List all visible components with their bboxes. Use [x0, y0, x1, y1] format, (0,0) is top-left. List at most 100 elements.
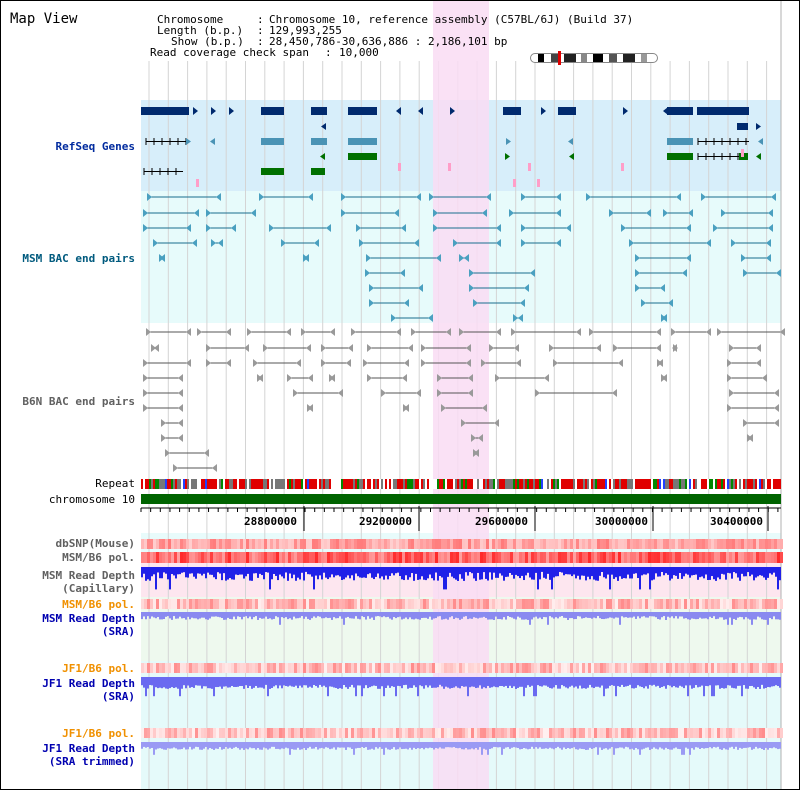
- depth-bar: [211, 742, 213, 749]
- repeat-segment: [141, 479, 143, 489]
- bac-end-marker: [414, 239, 419, 247]
- repeat-segment: [311, 479, 313, 489]
- jf1-pol-label[interactable]: JF1/B6 pol.: [62, 662, 135, 675]
- jf1-depth-sra-label[interactable]: JF1 Read Depth: [42, 677, 135, 690]
- depth-bar: [615, 567, 617, 578]
- depth-bar: [717, 742, 719, 747]
- depth-bar: [433, 677, 435, 688]
- pol-heat-cell: [672, 663, 675, 673]
- depth-bar: [191, 677, 193, 688]
- depth-bar: [775, 742, 777, 749]
- msm-bac-label[interactable]: MSM BAC end pairs: [22, 252, 135, 265]
- depth-bar: [309, 742, 311, 747]
- pol-heat-cell: [735, 663, 738, 673]
- depth-bar: [647, 742, 649, 748]
- pol-heat-cell: [516, 552, 519, 563]
- pol-heat-cell: [495, 599, 498, 609]
- depth-bar: [295, 612, 297, 619]
- depth-bar: [319, 677, 321, 685]
- repeat-segment: [707, 479, 709, 489]
- pol-heat-cell: [159, 599, 162, 609]
- pol-heat-cell: [192, 552, 195, 563]
- refseq-genes-label[interactable]: RefSeq Genes: [55, 140, 135, 153]
- depth-bar: [421, 677, 423, 687]
- depth-bar: [529, 567, 531, 578]
- depth-bar: [295, 677, 297, 686]
- bac-end-marker: [469, 284, 474, 292]
- depth-bar: [733, 612, 735, 619]
- pol-heat-cell: [216, 539, 219, 549]
- pol-heat-cell: [447, 539, 450, 549]
- depth-bar: [437, 742, 439, 749]
- depth-bar: [575, 677, 577, 687]
- b6n-bac-label[interactable]: B6N BAC end pairs: [22, 395, 135, 408]
- depth-bar: [657, 567, 659, 577]
- depth-bar: [205, 677, 207, 687]
- jf1-depth-trimmed-label[interactable]: JF1 Read Depth: [42, 742, 135, 755]
- pol-heat-cell: [450, 663, 453, 673]
- msm-pol-2-label[interactable]: MSM/B6 pol.: [62, 598, 135, 611]
- msm-depth-sra-label[interactable]: MSM Read Depth: [42, 612, 135, 625]
- pol-heat-cell: [744, 552, 747, 563]
- pol-heat-cell: [300, 728, 303, 738]
- depth-bar: [149, 567, 151, 581]
- pol-heat-cell: [729, 728, 732, 738]
- pol-heat-cell: [231, 599, 234, 609]
- pol-heat-cell: [675, 552, 678, 563]
- pol-heat-cell: [405, 552, 408, 563]
- pol-heat-cell: [600, 539, 603, 549]
- pol-heat-cell: [672, 728, 675, 738]
- pol-heat-cell: [270, 552, 273, 563]
- pol-heat-cell: [414, 552, 417, 563]
- depth-bar: [283, 677, 285, 686]
- pol-heat-cell: [771, 599, 774, 609]
- pol-heat-cell: [312, 663, 315, 673]
- depth-bar: [199, 612, 201, 619]
- repeat-segment: [519, 479, 521, 489]
- pol-heat-cell: [396, 552, 399, 563]
- pol-heat-cell: [312, 539, 315, 549]
- repeat-segment: [475, 479, 477, 489]
- ncrna-marker: [513, 179, 516, 187]
- bac-end-marker: [672, 344, 677, 352]
- pol-heat-cell: [672, 599, 675, 609]
- depth-bar: [435, 677, 437, 688]
- depth-bar: [603, 677, 605, 697]
- ncrna-marker: [741, 149, 744, 157]
- depth-bar: [721, 742, 723, 750]
- depth-bar: [287, 742, 289, 749]
- depth-bar: [459, 612, 461, 620]
- depth-bar: [575, 567, 577, 579]
- depth-bar: [669, 567, 671, 581]
- pol-heat-cell: [303, 728, 306, 738]
- chromosome-ideogram[interactable]: [530, 53, 658, 63]
- pol-heat-cell: [408, 539, 411, 549]
- bac-end-marker: [151, 344, 156, 352]
- depth-bar: [339, 567, 341, 577]
- pol-heat-cell: [141, 728, 144, 738]
- jf1-pol-2-label[interactable]: JF1/B6 pol.: [62, 727, 135, 740]
- dbsnp-label[interactable]: dbSNP(Mouse): [55, 537, 135, 550]
- depth-bar: [643, 567, 645, 575]
- pol-heat-cell: [729, 539, 732, 549]
- depth-bar: [581, 612, 583, 619]
- depth-bar: [745, 567, 747, 577]
- msm-depth-capillary-label[interactable]: MSM Read Depth: [42, 569, 135, 582]
- pol-heat-cell: [618, 728, 621, 738]
- repeat-segment: [615, 479, 617, 489]
- pol-heat-cell: [693, 539, 696, 549]
- pol-heat-cell: [615, 599, 618, 609]
- pol-heat-cell: [264, 663, 267, 673]
- pol-heat-cell: [762, 599, 765, 609]
- depth-bar: [755, 567, 757, 578]
- depth-bar: [423, 742, 425, 750]
- depth-bar: [159, 612, 161, 620]
- msm-pol-label[interactable]: MSM/B6 pol.: [62, 551, 135, 564]
- depth-bar: [533, 567, 535, 580]
- pol-heat-cell: [378, 728, 381, 738]
- pol-heat-cell: [249, 552, 252, 563]
- depth-bar: [725, 742, 727, 750]
- pol-heat-cell: [243, 663, 246, 673]
- depth-bar: [241, 567, 243, 575]
